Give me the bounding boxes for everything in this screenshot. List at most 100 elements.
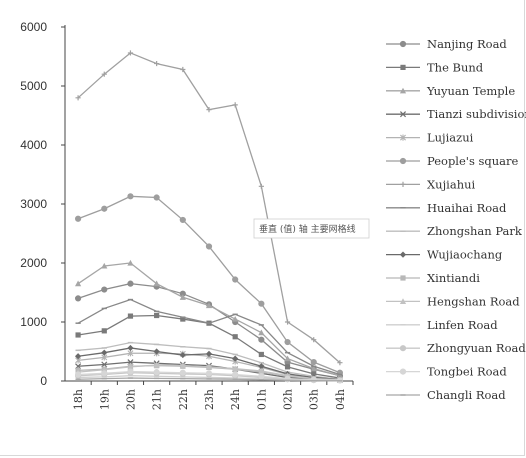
data-point bbox=[101, 71, 107, 77]
tooltip-text: 垂直 (值) 轴 主要网格线 bbox=[259, 223, 356, 235]
x-tick-label: 20h bbox=[124, 389, 137, 410]
data-point bbox=[154, 60, 160, 67]
data-point bbox=[232, 371, 239, 378]
data-point bbox=[101, 349, 108, 356]
legend-swatch-marker bbox=[399, 111, 407, 118]
series-6 bbox=[75, 50, 343, 366]
data-point bbox=[101, 328, 107, 334]
data-point bbox=[310, 359, 317, 366]
legend-item: The Bund bbox=[386, 60, 484, 74]
x-tick-label: 23h bbox=[203, 389, 216, 410]
y-tick-label: 4000 bbox=[20, 138, 47, 152]
legend-swatch-marker bbox=[400, 64, 406, 70]
legend-swatch-marker bbox=[400, 275, 406, 281]
legend-label: Xujiahui bbox=[427, 177, 476, 191]
data-point bbox=[179, 294, 186, 300]
data-point bbox=[127, 259, 134, 266]
legend: Nanjing Road The Bund Yuyuan Temple Tianzi … bbox=[386, 37, 526, 402]
legend-item: Zhongshan Park bbox=[386, 224, 523, 238]
data-point bbox=[284, 319, 291, 325]
legend-swatch-marker bbox=[400, 181, 406, 187]
x-tick-label: 04h bbox=[334, 389, 347, 410]
legend-label: Linfen Road bbox=[427, 318, 498, 332]
y-tick-label: 1000 bbox=[20, 315, 47, 329]
x-tick-label: 21h bbox=[151, 389, 164, 410]
legend-item: Yuyuan Temple bbox=[386, 84, 515, 98]
legend-label: Zhongshan Park bbox=[427, 224, 523, 238]
data-point bbox=[101, 370, 108, 377]
data-point bbox=[179, 216, 186, 224]
data-point bbox=[101, 262, 108, 269]
data-point bbox=[258, 373, 265, 380]
data-point bbox=[205, 302, 213, 309]
legend-item: Changli Road bbox=[386, 388, 506, 402]
legend-item: Linfen Road bbox=[386, 318, 498, 332]
legend-item: Nanjing Road bbox=[386, 37, 507, 51]
data-point bbox=[311, 337, 317, 343]
data-point bbox=[258, 336, 265, 343]
legend-label: People's square bbox=[427, 154, 519, 168]
x-tick-label: 24h bbox=[229, 389, 242, 410]
data-point bbox=[258, 351, 264, 358]
series-5 bbox=[74, 193, 344, 376]
data-point bbox=[205, 363, 213, 370]
data-point bbox=[258, 367, 265, 374]
data-point bbox=[258, 363, 265, 370]
x-tick-label: 01h bbox=[255, 389, 268, 410]
data-point bbox=[127, 313, 134, 319]
data-point bbox=[74, 353, 82, 360]
legend-item: Hengshan Road bbox=[386, 294, 520, 308]
data-point bbox=[75, 95, 81, 101]
tooltip-box bbox=[253, 218, 370, 239]
legend-item: Lujiazui bbox=[386, 131, 474, 145]
data-point bbox=[232, 334, 238, 340]
data-point bbox=[284, 338, 291, 346]
legend-swatch-marker bbox=[399, 298, 407, 304]
legend-item: Zhongyuan Road bbox=[386, 341, 526, 355]
legend-item: Tongbei Road bbox=[386, 365, 507, 379]
data-point bbox=[205, 350, 213, 357]
data-point bbox=[232, 102, 238, 108]
legend-swatch-marker bbox=[399, 345, 407, 352]
data-point bbox=[101, 361, 108, 368]
legend-item: People's square bbox=[386, 154, 519, 168]
data-point bbox=[74, 280, 82, 287]
data-point bbox=[205, 370, 213, 377]
series-7 bbox=[75, 298, 343, 376]
data-point bbox=[153, 280, 160, 287]
x-tick-label: 19h bbox=[98, 389, 111, 410]
x-tick-label: 03h bbox=[308, 389, 321, 410]
series-15 bbox=[75, 377, 343, 382]
legend-label: Tongbei Road bbox=[427, 365, 507, 379]
data-point bbox=[258, 329, 265, 336]
data-point bbox=[127, 363, 134, 370]
y-axis: 0 1000 2000 3000 4000 5000 6000 bbox=[20, 20, 66, 388]
data-point bbox=[179, 351, 186, 359]
y-tick-label: 2000 bbox=[20, 256, 47, 270]
data-point bbox=[232, 276, 239, 283]
data-point bbox=[153, 369, 160, 376]
data-point bbox=[232, 365, 239, 372]
legend-swatch-marker bbox=[400, 134, 406, 141]
legend-swatch-marker bbox=[399, 87, 407, 94]
x-tick-label: 18h bbox=[72, 389, 85, 410]
data-point bbox=[180, 66, 186, 73]
data-point bbox=[74, 215, 82, 222]
x-tick-label: 02h bbox=[282, 389, 295, 410]
y-tick-label: 3000 bbox=[20, 197, 47, 211]
data-point bbox=[232, 355, 239, 362]
legend-label: Lujiazui bbox=[427, 131, 474, 145]
data-point bbox=[180, 316, 186, 322]
legend-swatch-marker bbox=[399, 251, 407, 258]
data-point bbox=[179, 369, 186, 376]
legend-item: Huaihai Road bbox=[386, 201, 507, 215]
legend-label: Xintiandi bbox=[427, 271, 480, 285]
data-point bbox=[179, 362, 186, 369]
series-2 bbox=[74, 259, 344, 379]
data-point bbox=[101, 286, 108, 293]
legend-label: Huaihai Road bbox=[427, 201, 507, 215]
data-point bbox=[284, 364, 291, 370]
axis-tooltip: 垂直 (值) 轴 主要网格线 bbox=[253, 218, 370, 239]
